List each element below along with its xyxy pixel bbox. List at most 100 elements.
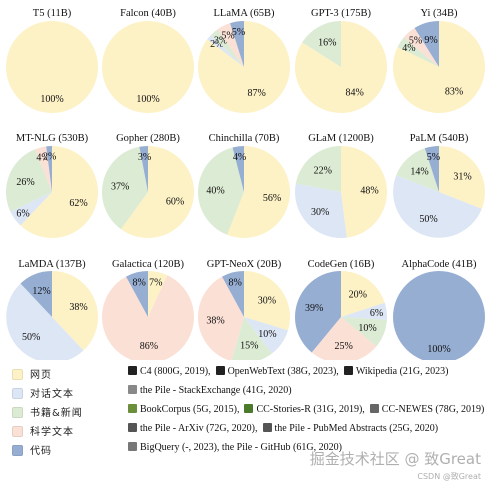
- pie-chart: T5 (11B) 100%: [6, 8, 98, 113]
- pie-title: Yi (34B): [420, 8, 458, 19]
- pie-chart: LaMDA (137B) 38% 50% 12%: [6, 259, 98, 360]
- pie-slice-code: [424, 146, 439, 192]
- pie-slice-web: [52, 271, 98, 351]
- legend-swatch: [12, 388, 23, 399]
- dataset-icon: [215, 366, 225, 375]
- pie-chart: PaLM (540B) 31% 50% 14% 5%: [393, 133, 485, 238]
- pie-chart: CodeGen (16B) 20%6% 10% 25% 39%: [295, 259, 388, 360]
- legend-sources: C4 (800G, 2019), OpenWebText (38G, 2023),…: [128, 366, 453, 377]
- dataset-source: OpenWebText (38G, 2023),: [227, 366, 339, 377]
- slice-label: 25%: [335, 341, 353, 352]
- slice-label: 5%: [409, 35, 422, 46]
- slice-label: 5%: [232, 27, 245, 38]
- dataset-icon: [244, 404, 254, 413]
- legend-sources: the Pile - ArXiv (72G, 2020), the Pile - …: [128, 423, 443, 434]
- pie-title: LLaMA (65B): [214, 8, 275, 19]
- pie-chart: MT-NLG (530B) 62% 6% 26% 4%2%: [6, 133, 99, 238]
- pie-chart: Galactica (120B) 7% 86% 8%: [102, 259, 194, 360]
- slice-label: 38%: [206, 316, 224, 327]
- slice-label: 83%: [445, 87, 463, 98]
- pie-slice-books-news: [210, 29, 244, 67]
- dataset-source: CC-Stories-R (31G, 2019),: [256, 404, 365, 415]
- dataset-icon: [128, 423, 137, 432]
- pie-slice-web: [439, 146, 485, 209]
- legend-sources: BookCorpus (5G, 2015), CC-Stories-R (31G,…: [128, 404, 489, 415]
- pie-slice-books-news: [101, 146, 148, 230]
- slice-label: 50%: [22, 332, 40, 343]
- slice-label: 2%: [43, 152, 56, 163]
- legend-row: 代码 BigQuery (-, 2023), the Pile - GitHub …: [0, 442, 491, 458]
- pie-slice-books-news: [198, 147, 244, 235]
- dataset-source: BigQuery (-, 2023), the Pile - GitHub (6…: [140, 442, 342, 453]
- legend-sources: the Pile - StackExchange (41G, 2020): [128, 385, 297, 396]
- pie-slice-code: [414, 21, 439, 67]
- pie-slice-web: [341, 271, 385, 317]
- pie-chart: Gopher (280B) 60% 37% 3%: [101, 133, 195, 238]
- legend-swatch: [12, 445, 23, 456]
- dataset-icon: [343, 366, 353, 375]
- pie-title: Galactica (120B): [112, 259, 185, 270]
- pie-slice-dialogue: [10, 192, 52, 226]
- legend-swatch: [12, 426, 23, 437]
- dataset-source: the Pile - PubMed Abstracts (25G, 2020): [274, 423, 439, 434]
- slice-label: 4%: [233, 152, 246, 163]
- slice-label: 4%: [402, 43, 415, 54]
- pie-title: CodeGen (16B): [308, 259, 375, 270]
- slice-label: 62%: [69, 198, 87, 209]
- dataset-source: C4 (800G, 2019),: [140, 366, 211, 377]
- slice-label: 8%: [133, 278, 146, 289]
- pie-slice-code: [230, 20, 244, 67]
- dataset-source: Wikipedia (21G, 2023): [355, 366, 449, 377]
- pie-title: GPT-3 (175B): [311, 8, 371, 19]
- slice-label: 31%: [453, 172, 471, 183]
- slice-label: 30%: [311, 207, 329, 218]
- slice-label: 12%: [32, 286, 50, 297]
- pie-title: MT-NLG (530B): [16, 133, 89, 144]
- pie-slice-web: [20, 145, 99, 238]
- pie-slice-web: [244, 271, 291, 331]
- slice-label: 6%: [16, 209, 29, 220]
- dataset-icon: [128, 442, 137, 451]
- pie-title: GLaM (1200B): [308, 133, 374, 144]
- pie-chart: AlphaCode (41B) 100%: [393, 259, 485, 360]
- slice-label: 7%: [149, 278, 162, 289]
- slice-label: 15%: [240, 341, 258, 352]
- slice-label: 86%: [140, 341, 158, 352]
- slice-label: 30%: [258, 296, 276, 307]
- legend-category-label: 代码: [30, 446, 52, 457]
- slice-label: 50%: [419, 214, 437, 225]
- slice-label: 9%: [424, 35, 437, 46]
- pie-slice-web: [102, 21, 194, 113]
- pie-slice-web: [227, 146, 291, 239]
- slice-label: 22%: [314, 166, 332, 177]
- slice-label: 39%: [305, 303, 323, 314]
- legend-row: 对话文本 the Pile - StackExchange (41G, 2020): [0, 385, 491, 401]
- legend-row: 科学文本 the Pile - ArXiv (72G, 2020), the Pil…: [0, 423, 491, 439]
- pie-slice-dialogue: [294, 183, 347, 239]
- pie-slice-dialogue: [6, 283, 84, 360]
- pie-title: PaLM (540B): [410, 133, 469, 144]
- pie-slice-code: [232, 146, 244, 192]
- pie-chart-grid: T5 (11B) 100% Falcon (40B) 100% LLaMA (65B) 8…: [6, 8, 486, 360]
- slice-label: 3%: [214, 35, 227, 46]
- pie-slice-web: [294, 21, 387, 113]
- slice-label: 100%: [427, 344, 450, 355]
- slice-label: 3%: [138, 152, 151, 163]
- pie-slice-books-news: [295, 146, 341, 192]
- pie-slice-code: [46, 145, 52, 192]
- legend-swatch: [12, 407, 23, 418]
- pie-slice-code: [20, 271, 52, 317]
- watermark: 掘金技术社区 @ 致Great: [309, 450, 481, 468]
- slice-label: 60%: [166, 196, 184, 207]
- pie-chart: GPT-3 (175B) 84% 16%: [294, 8, 387, 113]
- slice-label: 5%: [221, 30, 234, 41]
- legend-category-label: 对话文本: [30, 389, 74, 400]
- slice-label: 10%: [358, 323, 376, 334]
- pie-chart: GPT-NeoX (20B) 30% 10%15% 38% 8%: [198, 259, 291, 360]
- legend-row: 网页 C4 (800G, 2019), OpenWebText (38G, 2023…: [0, 366, 491, 382]
- pie-slice-scientific: [198, 276, 244, 360]
- pie-slice-books-news: [302, 21, 341, 67]
- pie-slice-code: [139, 145, 148, 192]
- pie-slice-scientific: [403, 28, 439, 67]
- pie-slice-code: [126, 271, 148, 317]
